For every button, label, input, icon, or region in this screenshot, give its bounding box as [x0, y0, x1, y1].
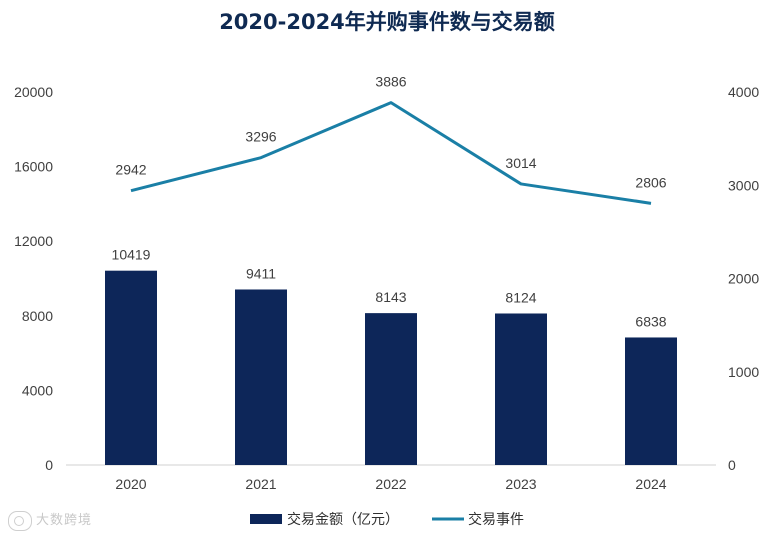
line-data-label: 2806	[635, 174, 666, 190]
x-tick-label: 2020	[115, 476, 146, 492]
watermark-logo-icon	[8, 510, 32, 531]
bar-data-label: 8124	[505, 289, 536, 305]
bar-data-label: 9411	[246, 265, 276, 281]
y-left-tick-label: 8000	[22, 308, 53, 324]
y-left-tick-label: 12000	[14, 233, 53, 249]
x-tick-label: 2023	[505, 476, 536, 492]
bar-data-labels: 10419 9411 8143 8124 6838	[112, 247, 667, 330]
legend-bar-label: 交易金额（亿元）	[287, 511, 399, 528]
left-axis: 0 4000 8000 12000 16000 20000	[14, 84, 53, 473]
line-data-label: 2942	[115, 162, 146, 178]
chart-title: 2020-2024年并购事件数与交易额	[219, 10, 555, 34]
line-data-label: 3296	[245, 129, 276, 145]
y-left-tick-label: 20000	[14, 84, 53, 100]
x-tick-label: 2024	[635, 476, 666, 492]
x-tick-label: 2022	[375, 476, 406, 492]
bar-data-label: 8143	[375, 289, 406, 305]
line-data-label: 3886	[375, 74, 406, 90]
line-data-labels: 2942 3296 3886 3014 2806	[115, 74, 667, 204]
bar-data-label: 10419	[112, 247, 151, 263]
legend: 交易金额（亿元） 交易事件	[250, 511, 524, 528]
right-axis: 0 1000 2000 3000 4000	[728, 84, 759, 473]
y-left-tick-label: 16000	[14, 159, 53, 175]
legend-line-label: 交易事件	[468, 511, 524, 528]
y-left-tick-label: 0	[45, 457, 53, 473]
y-right-tick-label: 4000	[728, 84, 759, 100]
watermark: 大数跨境	[8, 509, 92, 531]
bar-series	[105, 270, 677, 465]
bar	[625, 337, 677, 465]
bar	[105, 270, 157, 465]
x-tick-label: 2021	[245, 476, 276, 492]
y-right-tick-label: 1000	[728, 364, 759, 380]
line-series	[130, 101, 652, 205]
watermark-text: 大数跨境	[36, 513, 93, 528]
bar	[235, 289, 287, 465]
y-right-tick-label: 3000	[728, 177, 759, 193]
y-right-tick-label: 2000	[728, 271, 759, 287]
legend-bar-swatch	[250, 514, 282, 524]
x-axis: 2020 2021 2022 2023 2024	[115, 476, 666, 492]
bar	[365, 313, 417, 465]
bar	[495, 313, 547, 465]
bar-data-label: 6838	[635, 313, 666, 329]
y-right-tick-label: 0	[728, 457, 736, 473]
y-left-tick-label: 4000	[22, 382, 53, 398]
line-data-label: 3014	[505, 155, 536, 171]
